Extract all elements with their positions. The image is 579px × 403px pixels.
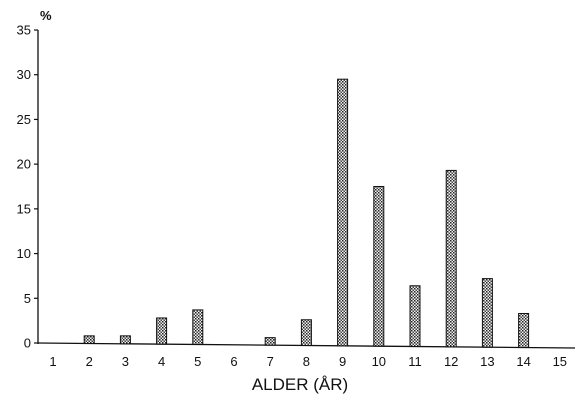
y-tick-label: 25 — [17, 112, 31, 127]
bar-age-12 — [445, 169, 457, 348]
x-tick-label: 8 — [303, 354, 310, 369]
x-tick-labels: 1 2 3 4 5 6 7 8 9 10 11 12 13 14 15 — [49, 354, 567, 369]
y-tick-label: 15 — [17, 201, 31, 216]
y-axis-unit-label: % — [40, 8, 52, 23]
bar-age-4 — [156, 317, 168, 345]
bars — [83, 78, 530, 349]
bar-age-5 — [192, 309, 204, 345]
x-tick-label: 7 — [267, 354, 274, 369]
y-tick-label: 10 — [17, 246, 31, 261]
x-tick-label: 2 — [86, 354, 93, 369]
bar-age-7 — [264, 337, 276, 346]
x-tick-label: 11 — [408, 354, 422, 369]
y-tick-label: 35 — [17, 23, 31, 38]
bar-age-10 — [373, 186, 385, 347]
y-tick-label: 5 — [24, 291, 31, 306]
bar-age-9 — [337, 78, 349, 347]
bar-age-11 — [409, 285, 421, 348]
y-tick-label: 30 — [17, 67, 31, 82]
bar-age-14 — [518, 312, 530, 349]
x-tick-label: 10 — [372, 354, 386, 369]
axes — [34, 29, 576, 349]
bar-age-13 — [481, 278, 493, 348]
x-tick-label: 4 — [158, 354, 165, 369]
x-tick-label: 12 — [444, 354, 458, 369]
y-tick-label: 0 — [24, 336, 31, 351]
x-tick-label: 1 — [49, 354, 56, 369]
bar-age-2 — [83, 335, 95, 344]
x-tick-label: 6 — [230, 354, 237, 369]
x-tick-label: 15 — [553, 354, 567, 369]
bar-age-3 — [119, 335, 131, 345]
x-tick-label: 13 — [480, 354, 494, 369]
x-tick-label: 14 — [516, 354, 530, 369]
y-tick-label: 20 — [17, 157, 31, 172]
x-tick-label: 3 — [122, 354, 129, 369]
x-tick-label: 5 — [194, 354, 201, 369]
x-tick-label: 9 — [339, 354, 346, 369]
x-axis-title: ALDER (ÅR) — [252, 375, 348, 394]
y-tick-labels: 0 5 10 15 20 25 30 35 — [17, 23, 31, 351]
bar-age-8 — [300, 319, 312, 346]
